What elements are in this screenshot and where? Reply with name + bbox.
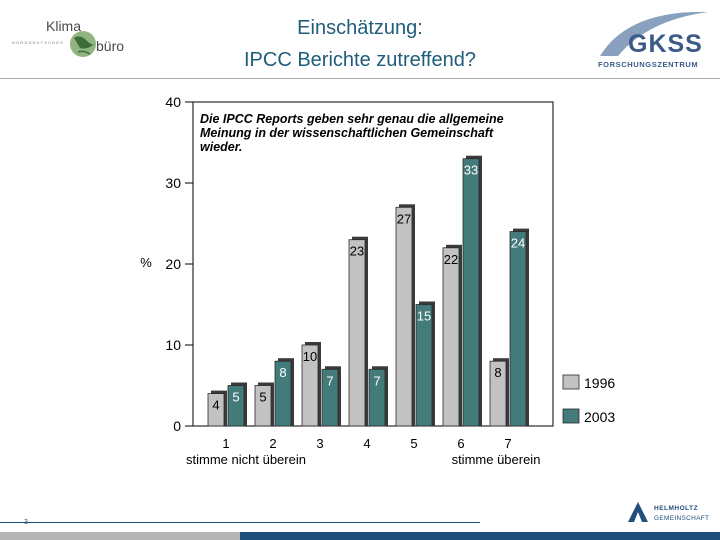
bar-1996-6 [442, 247, 460, 427]
bar-value-label: 24 [511, 236, 525, 251]
y-tick-label: 0 [173, 418, 181, 434]
y-tick-label: 40 [165, 94, 181, 110]
bar-value-label: 8 [279, 365, 286, 380]
bar-1996-5 [395, 206, 413, 427]
page-title-line1: Einschätzung: [297, 17, 423, 39]
bar-2003-1 [227, 385, 245, 427]
gkss-logo-sub: FORSCHUNGSZENTRUM [598, 60, 699, 69]
legend-label-1996: 1996 [584, 375, 615, 391]
x-tick-label: 3 [316, 436, 323, 451]
bar-1996-7 [489, 360, 507, 427]
x-annotation-left: stimme nicht überein [186, 452, 306, 467]
x-tick-label: 5 [410, 436, 417, 451]
helmholtz-logo-line2: GEMEINSCHAFT [654, 515, 710, 522]
bar-value-label: 7 [373, 373, 380, 388]
klimabuero-globe-icon [70, 31, 96, 57]
helmholtz-mark-icon [628, 502, 648, 522]
helmholtz-logo-line1: HELMHOLTZ [654, 505, 699, 512]
bar-value-label: 33 [464, 163, 478, 178]
legend-swatch-1996 [562, 374, 580, 390]
footer-bar-blue [240, 532, 720, 540]
chart-title-line: wieder. [200, 140, 242, 154]
bar-value-label: 5 [232, 390, 239, 405]
klimabuero-logo-top: Klima [46, 18, 82, 34]
bar-1996-2 [254, 385, 272, 427]
klimabuero-tagline: NORDDEUTSCHES [12, 40, 65, 45]
helmholtz-logo: HELMHOLTZ GEMEINSCHAFT [624, 496, 718, 528]
bar-value-label: 5 [259, 390, 266, 405]
bar-2003-3 [321, 368, 339, 427]
x-tick-label: 1 [222, 436, 229, 451]
bar-1996-3 [301, 344, 319, 427]
x-tick-label: 4 [363, 436, 370, 451]
bar-value-label: 15 [417, 309, 431, 324]
bar-value-label: 27 [397, 211, 411, 226]
y-tick-label: 20 [165, 256, 181, 272]
chart-title-line: Die IPCC Reports geben sehr genau die al… [200, 112, 504, 126]
legend-swatch-2003 [562, 408, 580, 424]
bar-2003-4 [368, 368, 386, 427]
klimabuero-logo-bottom: büro [96, 38, 125, 54]
y-axis-label: % [140, 255, 152, 270]
y-tick-label: 10 [165, 337, 181, 353]
y-tick-label: 30 [165, 175, 181, 191]
x-tick-label: 2 [269, 436, 276, 451]
bar-value-label: 8 [494, 365, 501, 380]
footer-rule [0, 522, 480, 523]
gkss-logo-name: GKSS [628, 30, 703, 58]
bar-2003-2 [274, 360, 292, 427]
header-divider [0, 78, 720, 79]
bar-value-label: 23 [350, 244, 364, 259]
gkss-swoosh-icon [600, 11, 708, 56]
bar-value-label: 22 [444, 252, 458, 267]
bar-1996-4 [348, 239, 366, 427]
gkss-logo: GKSS FORSCHUNGSZENTRUM [598, 8, 712, 69]
bar-value-label: 4 [212, 398, 219, 413]
legend-label-2003: 2003 [584, 409, 615, 425]
bar-2003-7 [509, 231, 527, 427]
chart-title-line: Meinung in der wissenschaftlichen Gemein… [200, 126, 494, 140]
page-number: 3 [24, 519, 28, 526]
x-tick-label: 6 [457, 436, 464, 451]
footer-bar-gray [0, 532, 240, 540]
bar-value-label: 7 [326, 373, 333, 388]
klimabuero-logo: Klima büro NORDDEUTSCHES [8, 14, 138, 66]
bar-value-label: 10 [303, 349, 317, 364]
bar-1996-1 [207, 393, 225, 427]
x-tick-label: 7 [504, 436, 511, 451]
bar-2003-6 [462, 158, 480, 427]
x-annotation-right: stimme überein [452, 452, 541, 467]
bar-2003-5 [415, 304, 433, 427]
page-title-line2: IPCC Berichte zutreffend? [244, 49, 476, 71]
